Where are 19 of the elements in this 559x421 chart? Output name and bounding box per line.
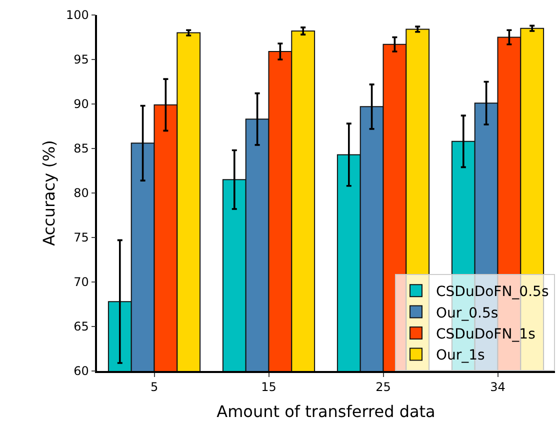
x-tick-label: 25 xyxy=(376,380,391,394)
y-tick-label: 100 xyxy=(66,8,89,22)
y-tick-label: 85 xyxy=(74,142,89,156)
y-tick-label: 65 xyxy=(74,320,89,334)
y-axis-title: Accuracy (%) xyxy=(40,140,58,246)
y-tick-label: 70 xyxy=(74,275,89,290)
legend-label: CSDuDoFN_1s xyxy=(436,326,536,342)
legend-label: Our_0.5s xyxy=(436,305,498,322)
legend-label: CSDuDoFN_0.5s xyxy=(436,284,549,300)
y-tick-label: 95 xyxy=(74,52,89,67)
x-axis-title: Amount of transferred data xyxy=(216,402,436,421)
x-tick-label: 15 xyxy=(261,380,276,394)
y-tick-label: 80 xyxy=(74,186,89,200)
y-tick-label: 60 xyxy=(74,364,89,378)
y-tick-label: 75 xyxy=(74,230,89,245)
legend-label: Our_1s xyxy=(436,348,485,364)
x-tick-label: 34 xyxy=(490,380,506,394)
x-tick-label: 5 xyxy=(150,380,158,394)
y-tick-label: 90 xyxy=(74,97,89,112)
